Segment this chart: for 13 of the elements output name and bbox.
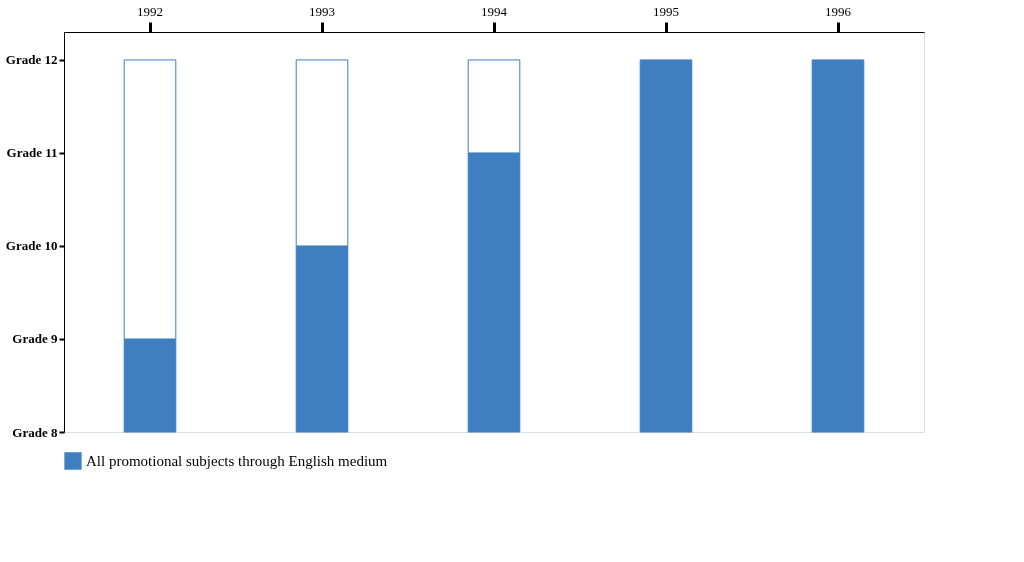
text: Grade 10 [5,238,58,254]
text: Grade 11 [6,145,58,161]
x-tick-label: 1994 [481,3,508,19]
bar [811,59,865,433]
x-tick-label: 1993 [309,3,335,19]
x-tick-label: 1996 [825,3,852,19]
text: Grade 9 [12,331,58,347]
legend-label: All promotional subjects through English medium [86,453,388,469]
text: Grade 12 [5,52,58,68]
x-tick-label: 1992 [137,3,163,19]
bar [639,59,693,433]
text: Grade 8 [12,424,58,440]
x-tick-label: 1995 [653,3,679,19]
